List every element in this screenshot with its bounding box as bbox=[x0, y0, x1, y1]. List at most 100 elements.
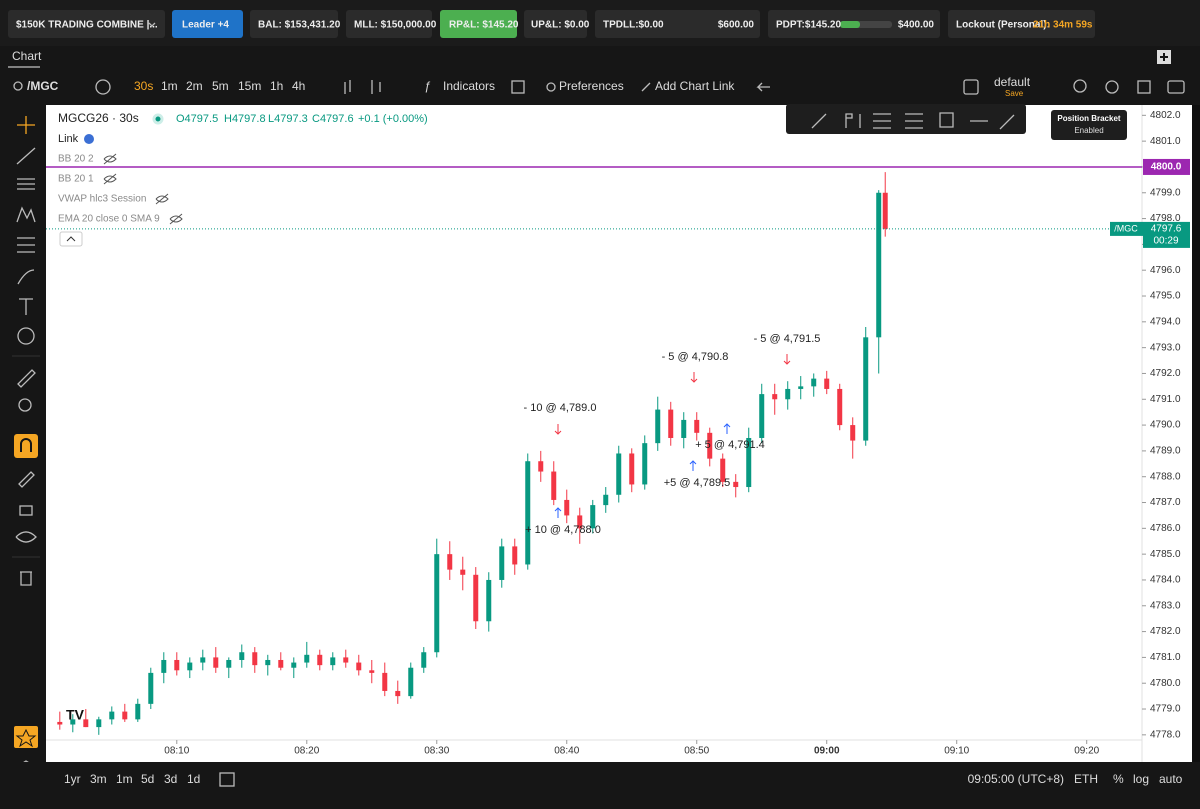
fullscreen-icon[interactable] bbox=[1137, 80, 1151, 94]
fib-tool[interactable] bbox=[17, 178, 35, 190]
candle-body bbox=[824, 378, 830, 389]
high: H4797.8 bbox=[224, 113, 266, 125]
settings-icon[interactable] bbox=[1105, 80, 1119, 94]
drawing-toolbar bbox=[786, 104, 1026, 134]
favorites[interactable] bbox=[14, 726, 38, 748]
line-tool[interactable] bbox=[16, 147, 36, 165]
preferences[interactable]: Preferences bbox=[559, 79, 624, 93]
eye-off[interactable] bbox=[103, 173, 117, 185]
link[interactable]: Link bbox=[58, 133, 79, 145]
trade-label: - 5 @ 4,790.8 bbox=[662, 351, 729, 363]
interval[interactable]: 1m bbox=[161, 79, 178, 93]
pill bbox=[524, 10, 587, 38]
interval[interactable]: 5m bbox=[212, 79, 229, 93]
study[interactable]: VWAP hlc3 Session bbox=[58, 194, 146, 205]
candle-body bbox=[239, 652, 245, 660]
y-tick-label: 4793.0 bbox=[1150, 342, 1181, 353]
interval[interactable]: 4h bbox=[292, 79, 305, 93]
candle-body bbox=[642, 443, 648, 485]
top-pills bbox=[8, 10, 1095, 38]
drawing-toolbar-icons[interactable] bbox=[811, 112, 1015, 130]
zoom-icon[interactable] bbox=[1073, 79, 1087, 93]
session[interactable]: ETH bbox=[1074, 772, 1098, 786]
trade-label: + 10 @ 4,788.0 bbox=[525, 524, 601, 536]
lockout-time: 21h 34m 59s bbox=[1033, 20, 1093, 31]
plus bbox=[1160, 53, 1168, 61]
position-bracket[interactable] bbox=[1051, 110, 1127, 140]
text-tool[interactable] bbox=[19, 298, 33, 315]
interval[interactable]: 1h bbox=[270, 79, 283, 93]
add-link[interactable]: Add Chart Link bbox=[655, 79, 735, 93]
eye-off[interactable] bbox=[103, 153, 117, 165]
option[interactable]: auto bbox=[1159, 772, 1183, 786]
brush-tool[interactable] bbox=[17, 269, 35, 285]
study[interactable]: BB 20 1 bbox=[58, 174, 94, 185]
leader-button[interactable] bbox=[172, 10, 243, 38]
layout-checkbox[interactable] bbox=[963, 79, 979, 95]
goto-date[interactable] bbox=[219, 772, 235, 787]
option[interactable]: log bbox=[1133, 772, 1149, 786]
lock-tool[interactable] bbox=[19, 505, 33, 516]
indicators[interactable]: Indicators bbox=[443, 79, 495, 93]
tv-logo: TV bbox=[66, 707, 85, 723]
range[interactable]: 5d bbox=[141, 772, 154, 786]
study[interactable]: EMA 20 close 0 SMA 9 bbox=[58, 214, 160, 225]
eye-off[interactable] bbox=[169, 213, 183, 225]
range[interactable]: 1d bbox=[187, 772, 200, 786]
prediction-tool[interactable] bbox=[17, 237, 35, 253]
emoji-tool[interactable] bbox=[17, 327, 35, 345]
hidden-eyes bbox=[103, 153, 183, 225]
symbol[interactable]: /MGC bbox=[27, 79, 59, 93]
range[interactable]: 3d bbox=[164, 772, 177, 786]
ruler-tool[interactable] bbox=[17, 369, 36, 388]
option[interactable]: % bbox=[1113, 772, 1124, 786]
candle-body bbox=[882, 192, 888, 229]
trade-label: +5 @ 4,789.5 bbox=[664, 477, 731, 489]
y-tick-label: 4783.0 bbox=[1150, 600, 1181, 611]
account-select[interactable] bbox=[8, 10, 165, 38]
range[interactable]: 3m bbox=[90, 772, 107, 786]
interval[interactable]: 2m bbox=[186, 79, 203, 93]
interval[interactable]: 30s bbox=[134, 79, 153, 93]
pdpt: PDPT:$145.20 bbox=[776, 20, 841, 31]
y-tick-label: 4780.0 bbox=[1150, 678, 1181, 689]
pattern-tool[interactable] bbox=[16, 206, 36, 223]
layout[interactable]: default bbox=[994, 75, 1031, 89]
trade-arrow bbox=[554, 424, 562, 435]
range[interactable]: 1yr bbox=[64, 772, 81, 786]
search-icon bbox=[13, 81, 23, 91]
y-tick-label: 4788.0 bbox=[1150, 471, 1181, 482]
trade-label: + 5 @ 4,791.4 bbox=[695, 439, 765, 451]
candle-body bbox=[590, 505, 596, 529]
eye-off[interactable] bbox=[155, 193, 169, 205]
study[interactable]: BB 20 2 bbox=[58, 154, 94, 165]
trash-tool[interactable] bbox=[20, 571, 32, 586]
templates-icon[interactable] bbox=[511, 80, 525, 94]
trade-arrow bbox=[783, 354, 791, 365]
collapse-legend[interactable] bbox=[59, 231, 83, 247]
tab[interactable]: Chart bbox=[12, 49, 42, 63]
candle-body bbox=[460, 569, 466, 575]
magnet-tool[interactable] bbox=[14, 434, 38, 458]
chart-type-icon[interactable] bbox=[344, 80, 381, 94]
screenshot-icon[interactable] bbox=[1167, 80, 1185, 94]
candle-body bbox=[395, 690, 401, 697]
trade-arrow bbox=[689, 460, 697, 471]
x-tick-label: 09:20 bbox=[1074, 746, 1099, 757]
hide-tool[interactable] bbox=[15, 531, 37, 543]
save[interactable]: Save bbox=[1005, 89, 1024, 98]
range[interactable]: 1m bbox=[116, 772, 133, 786]
link-icon bbox=[641, 82, 651, 92]
undo[interactable] bbox=[756, 82, 770, 92]
price-tag-label: 4797.6 bbox=[1151, 224, 1182, 235]
candle-body bbox=[577, 515, 583, 529]
low: L4797.3 bbox=[268, 113, 308, 125]
candle-body bbox=[200, 657, 206, 663]
compare-icon[interactable] bbox=[95, 79, 111, 95]
y-tick-label: 4795.0 bbox=[1150, 291, 1181, 302]
close: C4797.6 bbox=[312, 113, 354, 125]
stay-drawing-tool[interactable] bbox=[18, 471, 35, 488]
zoom-tool[interactable] bbox=[18, 398, 32, 412]
interval[interactable]: 15m bbox=[238, 79, 261, 93]
crosshair-tool[interactable] bbox=[17, 116, 35, 134]
